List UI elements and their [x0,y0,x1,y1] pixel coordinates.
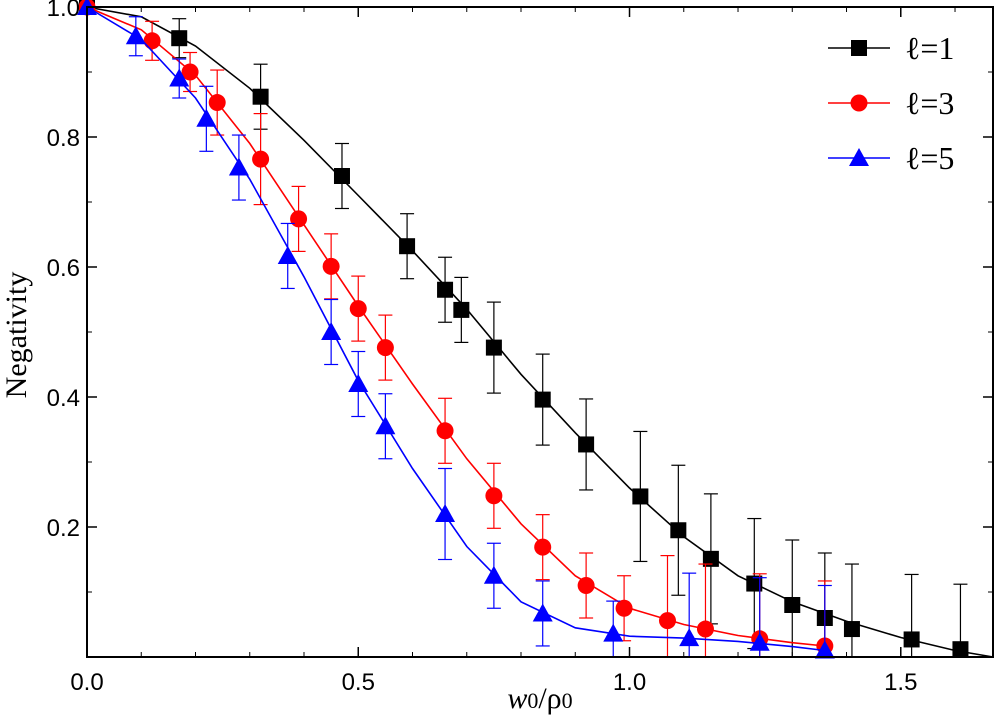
series-2-point-11 [532,603,553,622]
legend-item-2: ℓ=5 [828,140,954,176]
series-1-point-10 [485,487,503,505]
series-2-point-6 [321,322,342,340]
series-1-point-15 [696,620,714,638]
series-0-point-13 [746,575,763,592]
series-2-point-1 [125,26,146,45]
y-tick-label-3: 0.8 [47,125,80,152]
series-0-point-14 [784,597,801,613]
series-1-point-14 [658,612,676,630]
x-axis-label: w0/ρ0 [507,682,572,715]
x-tick-label-1: 0.5 [342,669,375,696]
legend-marker-2 [849,148,869,166]
series-0-point-16 [843,621,860,638]
series-2-point-10 [483,565,504,584]
series-2-point-5 [277,245,298,264]
series-0-point-8 [534,391,551,408]
series-0-point-4 [399,238,416,255]
series-0-point-11 [670,522,687,539]
y-axis-label: Negativity [0,272,33,399]
series-1-point-11 [534,538,552,556]
series-2-point-4 [228,157,249,176]
series-1-point-6 [322,257,340,275]
series-2-point-8 [375,416,396,435]
series-0-point-12 [702,550,719,567]
series-1-point-9 [436,422,454,440]
series-1-curve [86,6,825,647]
series-2-point-14 [749,632,770,651]
series-1-point-12 [577,577,595,594]
x-tick-label-2: 1.0 [613,669,646,696]
series-1-point-2 [181,63,199,81]
legend-item-0: ℓ=1 [828,30,954,66]
y-tick-label-2: 0.6 [47,255,80,282]
series-0-point-18 [952,641,969,658]
legend-label-1: ℓ=3 [905,85,954,121]
series-2-point-12 [603,623,624,642]
x-tick-label-0: 0.0 [70,669,103,696]
series-0-point-7 [485,339,502,356]
legend: ℓ=1 ℓ=3 ℓ=5 [828,30,954,176]
series-0-point-17 [903,631,920,648]
series-1-point-3 [208,94,226,112]
y-tick-label-1: 0.4 [47,385,80,412]
series-0-point-9 [578,436,595,453]
series-2-point-15 [814,640,835,659]
axes: 0.0 0.5 1.0 1.5 0.2 0.4 0.6 0.8 1.0 [47,0,994,696]
series-1-point-4 [252,150,270,168]
y-tick-label-0: 0.2 [47,515,80,542]
series-0 [79,0,994,658]
x-tick-label-3: 1.5 [884,669,917,696]
y-tick-label-4: 1.0 [47,0,80,22]
legend-item-1: ℓ=3 [828,85,954,121]
series-2-point-13 [679,628,700,647]
series-2-point-3 [196,108,217,127]
legend-label-2: ℓ=5 [905,140,954,176]
series-0-point-6 [453,301,470,318]
series-1-point-1 [143,32,161,50]
series-1-point-13 [615,599,633,617]
series-0-point-2 [252,88,269,105]
series-2 [77,0,835,659]
legend-marker-1 [850,94,868,112]
series-0-point-3 [333,168,350,184]
series-1-point-5 [290,210,308,228]
series-2-point-2 [169,68,190,87]
series-2-point-7 [348,374,369,392]
series-2-point-9 [435,504,456,522]
series-1 [78,0,834,658]
series-1-point-7 [349,300,367,318]
series-1-point-8 [376,339,394,357]
legend-label-0: ℓ=1 [905,30,954,66]
series-0-point-1 [171,30,188,47]
legend-marker-0 [851,40,867,56]
series-0-point-10 [632,488,649,505]
series-0-point-5 [437,281,454,298]
